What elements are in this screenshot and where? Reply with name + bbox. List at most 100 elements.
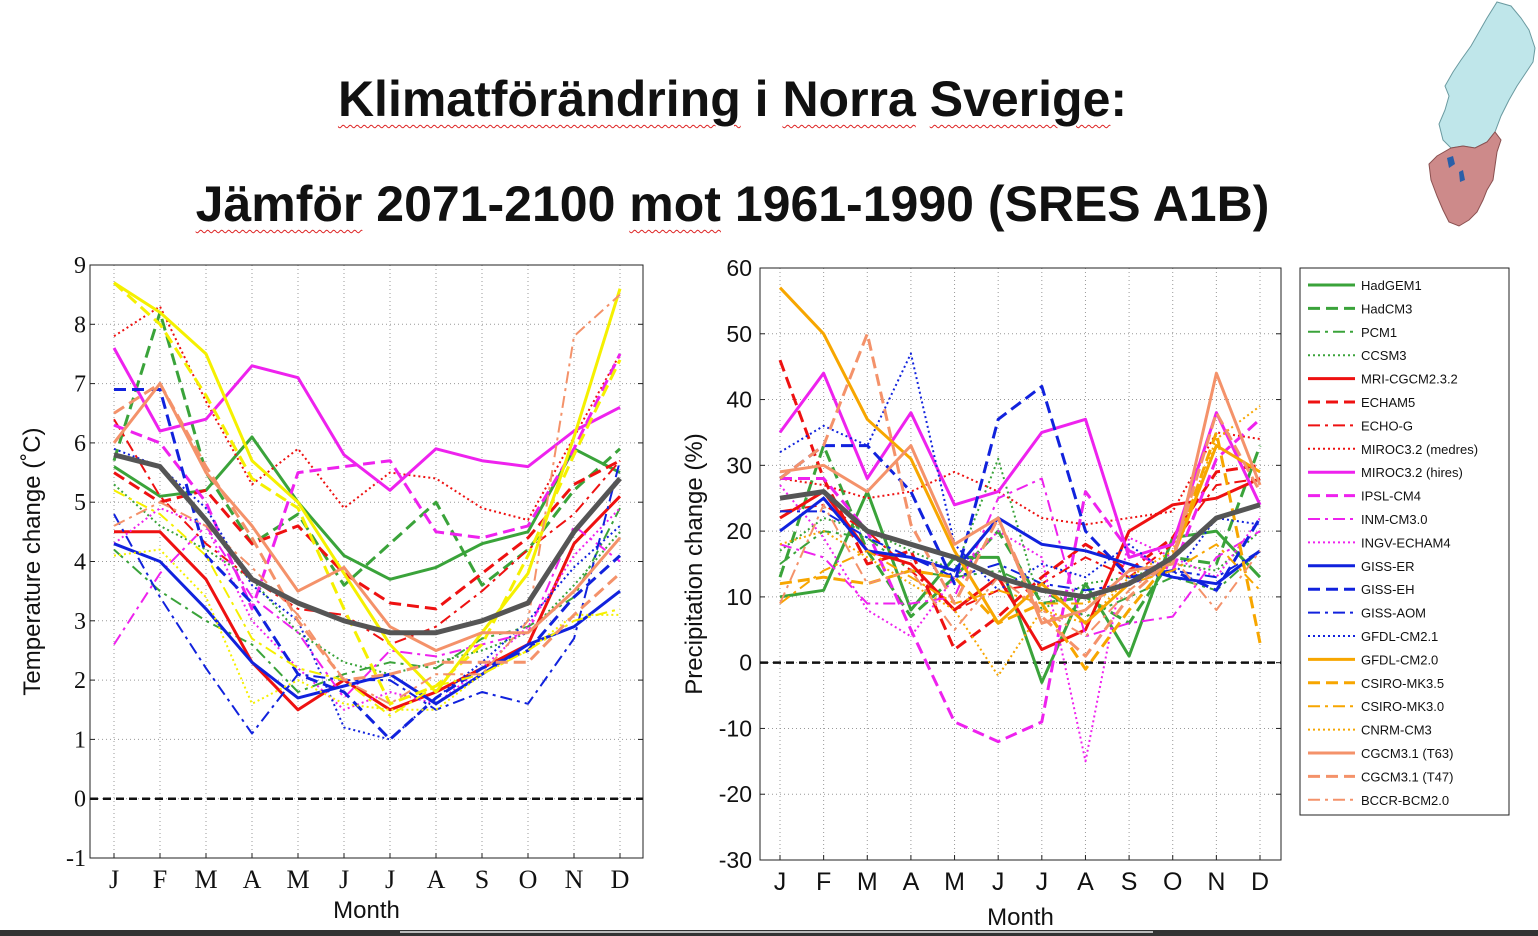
bottom-scrollbar[interactable]: [400, 931, 1153, 933]
y-tick-label: 30: [726, 452, 752, 478]
series-line: [113, 447, 621, 741]
legend-label: HadCM3: [1361, 301, 1412, 316]
series-line: [113, 507, 621, 693]
title-text: 1961-1990 (SRES A1B): [720, 176, 1270, 232]
series-line: [112, 310, 622, 587]
map-lake: [1459, 170, 1465, 182]
bottom-bar: [0, 930, 1538, 936]
legend-label: GFDL-CM2.1: [1361, 629, 1438, 644]
x-tick-label: F: [153, 865, 167, 894]
plot-frame: [759, 267, 1282, 861]
series-line: [113, 305, 621, 521]
y-tick-label: 6: [74, 431, 86, 457]
x-tick-label: J: [992, 868, 1005, 896]
title-text: :: [1110, 71, 1128, 127]
x-tick-label: J: [339, 865, 349, 894]
y-axis-label: Temperature change (˚C): [19, 427, 46, 695]
x-tick-label: N: [1207, 868, 1225, 896]
series-line: [779, 384, 1262, 592]
legend: HadGEM1 HadCM3 PCM1 CCSM3 MRI-CGCM2.3.2 ECHAM…: [1299, 267, 1510, 816]
x-axis-label: Month: [333, 897, 400, 924]
map-south-region: [1428, 131, 1502, 227]
x-axis-label: Month: [987, 904, 1054, 931]
x-tick-label: M: [194, 865, 217, 894]
series-line: [113, 353, 622, 611]
series-line: [113, 460, 621, 735]
series-line: [779, 503, 1261, 638]
series-line: [113, 382, 622, 682]
title-word: Norra: [782, 71, 916, 127]
y-tick-label: 2: [74, 668, 86, 694]
y-tick-label: 50: [726, 321, 752, 347]
title-word: Sverige: [929, 71, 1111, 127]
y-tick-label: 1: [74, 727, 86, 753]
y-tick-label: 0: [739, 650, 752, 676]
legend-label: GFDL-CM2.0: [1361, 652, 1438, 667]
y-tick-label: 60: [726, 255, 752, 281]
series-line: [779, 543, 1261, 605]
legend-label: MIROC3.2 (medres): [1361, 442, 1478, 457]
legend-label: CGCM3.1 (T47): [1361, 769, 1453, 784]
y-tick-label: -30: [719, 847, 752, 873]
x-tick-label: S: [1121, 868, 1138, 896]
y-tick-label: 4: [74, 550, 86, 576]
series-line: [113, 435, 621, 581]
legend-label: GISS-EH: [1361, 582, 1414, 597]
legend-label: INGV-ECHAM4: [1361, 535, 1451, 550]
x-tick-label: A: [903, 868, 920, 896]
ensemble-mean-line: [779, 489, 1261, 600]
x-tick-label: F: [816, 868, 831, 896]
y-tick-label: 5: [74, 490, 86, 516]
x-tick-label: A: [427, 865, 446, 894]
series-line: [779, 496, 1261, 586]
y-tick-label: 3: [74, 609, 86, 635]
series-line: [778, 359, 1261, 651]
ensemble-mean-line: [113, 452, 622, 636]
series-line: [778, 371, 1262, 559]
title-text: 2071-2100: [362, 176, 630, 232]
y-tick-label: 9: [74, 253, 86, 279]
series-line: [112, 382, 622, 652]
title-word: Klimatförändring: [337, 71, 741, 127]
series-line: [113, 281, 622, 694]
series-line: [113, 507, 621, 711]
y-axis-label: Precipitation change (%): [681, 433, 708, 694]
series-line: [114, 388, 622, 741]
series-line: [779, 484, 1261, 763]
series-line: [779, 477, 1261, 638]
legend-label: CNRM-CM3: [1361, 723, 1432, 738]
y-tick-label: 40: [726, 387, 752, 413]
series-line: [113, 524, 621, 699]
x-tick-label: O: [1163, 868, 1182, 896]
y-tick-label: -1: [66, 846, 86, 872]
x-tick-label: D: [611, 865, 630, 894]
legend-label: CSIRO-MK3.5: [1361, 676, 1444, 691]
y-tick-label: 7: [74, 372, 86, 398]
map-lake: [1447, 156, 1455, 168]
y-tick-label: -20: [719, 781, 752, 807]
legend-label: BCCR-BCM2.0: [1361, 793, 1449, 808]
x-tick-label: M: [286, 865, 309, 894]
x-tick-label: O: [519, 865, 538, 894]
legend-label: ECHAM5: [1361, 395, 1415, 410]
x-tick-label: S: [475, 865, 489, 894]
x-tick-label: J: [774, 868, 787, 896]
series-line: [779, 430, 1262, 671]
slide-title-line2: Jämför 2071-2100 mot 1961-1990 (SRES A1B…: [0, 175, 1465, 233]
legend-label: GISS-AOM: [1361, 606, 1426, 621]
y-tick-label: 8: [74, 312, 86, 338]
title-word: mot: [629, 176, 721, 232]
x-tick-label: M: [857, 868, 878, 896]
legend-label: CGCM3.1 (T63): [1361, 746, 1453, 761]
series-line: [779, 352, 1261, 592]
x-tick-label: A: [1077, 868, 1094, 896]
legend-label: MIROC3.2 (hires): [1361, 465, 1463, 480]
legend-label: CSIRO-MK3.0: [1361, 699, 1444, 714]
title-word: Jämför: [195, 176, 363, 232]
x-tick-label: A: [243, 865, 262, 894]
series-line: [113, 293, 621, 705]
series-line: [113, 489, 621, 717]
slide-title-line1: Klimatförändring i Norra Sverige:: [0, 70, 1465, 128]
legend-label: MRI-CGCM2.3.2: [1361, 372, 1458, 387]
